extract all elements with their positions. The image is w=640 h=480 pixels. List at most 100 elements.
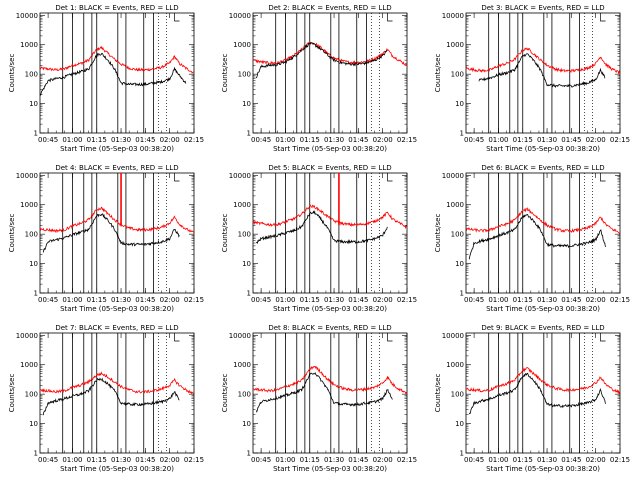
x-tick-label: 02:00 (373, 296, 393, 304)
x-tick-label: 01:45 (135, 456, 155, 464)
events-series-line (255, 372, 393, 413)
chart-panel: Det 6: BLACK = Events, RED = LLD 1 10 100 10… (434, 164, 630, 313)
x-tick-label: 01:45 (135, 296, 155, 304)
x-axis-label: Start Time (05-Sep-03 00:38:20) (486, 305, 600, 313)
x-tick-label: 02:15 (610, 456, 630, 464)
x-tick-label: 01:30 (111, 296, 131, 304)
flag-marker (600, 173, 606, 182)
x-tick-label: 02:00 (586, 456, 606, 464)
x-tick-label: 02:00 (160, 456, 180, 464)
x-axis-label: Start Time (05-Sep-03 00:38:20) (60, 145, 174, 153)
events-series-line (255, 41, 388, 79)
x-tick-label: 00:45 (464, 456, 484, 464)
y-tick-label: 10 (455, 420, 464, 428)
y-tick-label: 1000 (20, 41, 38, 49)
x-tick-label: 02:15 (184, 456, 204, 464)
x-tick-label: 01:15 (513, 296, 533, 304)
events-series-line (42, 377, 180, 416)
x-axis-label: Start Time (05-Sep-03 00:38:20) (273, 145, 387, 153)
chart-panel: Det 9: BLACK = Events, RED = LLD 1 10 100 10… (434, 324, 630, 473)
lld-series-line (39, 371, 195, 395)
x-tick-label: 01:30 (537, 136, 557, 144)
y-axis-label: Counts/sec (221, 214, 229, 253)
events-series-line (255, 210, 388, 245)
chart-panel: Det 8: BLACK = Events, RED = LLD 1 10 100 10… (221, 324, 417, 473)
chart-title: Det 1: BLACK = Events, RED = LLD (55, 4, 178, 12)
x-tick-label: 01:30 (111, 136, 131, 144)
events-series-line (478, 53, 606, 89)
y-tick-label: 10000 (229, 172, 251, 180)
y-tick-label: 100 (451, 71, 464, 79)
y-tick-label: 10000 (442, 12, 464, 20)
x-tick-label: 00:45 (38, 296, 58, 304)
x-tick-label: 01:30 (324, 136, 344, 144)
chart-panel: Det 3: BLACK = Events, RED = LLD 1 10 100 10… (434, 4, 630, 153)
y-tick-label: 1000 (446, 41, 464, 49)
y-tick-label: 1000 (446, 361, 464, 369)
x-tick-label: 02:15 (184, 296, 204, 304)
y-tick-label: 1000 (20, 201, 38, 209)
chart-title: Det 8: BLACK = Events, RED = LLD (268, 324, 391, 332)
x-tick-label: 01:00 (488, 456, 508, 464)
x-tick-label: 01:15 (513, 456, 533, 464)
y-tick-label: 1 (460, 450, 464, 458)
x-tick-label: 01:15 (300, 136, 320, 144)
y-tick-label: 10 (242, 100, 251, 108)
chart-panel: Det 1: BLACK = Events, RED = LLD 1 10 100 10… (8, 4, 204, 153)
y-axis-label: Counts/sec (221, 374, 229, 413)
plot-frame (39, 12, 195, 134)
y-tick-label: 100 (25, 231, 38, 239)
y-tick-label: 100 (451, 231, 464, 239)
y-tick-label: 10000 (442, 332, 464, 340)
chart-panel: Det 2: BLACK = Events, RED = LLD 1 10 100 10… (221, 4, 417, 153)
y-tick-label: 100 (25, 71, 38, 79)
flag-marker (600, 13, 606, 22)
chart-title: Det 6: BLACK = Events, RED = LLD (481, 164, 604, 172)
y-axis-label: Counts/sec (434, 374, 442, 413)
x-tick-label: 01:15 (513, 136, 533, 144)
x-tick-label: 02:15 (397, 296, 417, 304)
plot-frame (465, 332, 621, 454)
y-tick-label: 1 (34, 290, 38, 298)
x-tick-label: 01:00 (488, 296, 508, 304)
x-tick-label: 02:15 (610, 136, 630, 144)
y-tick-label: 100 (238, 71, 251, 79)
lld-series-line (252, 365, 408, 395)
y-axis-label: Counts/sec (221, 54, 229, 93)
y-tick-label: 1000 (446, 201, 464, 209)
plot-frame (252, 172, 408, 294)
flag-marker (387, 333, 393, 342)
x-tick-label: 01:00 (275, 136, 295, 144)
chart-title: Det 7: BLACK = Events, RED = LLD (55, 324, 178, 332)
y-tick-label: 1000 (233, 41, 251, 49)
x-tick-label: 01:15 (87, 456, 107, 464)
y-tick-label: 1000 (233, 201, 251, 209)
x-tick-label: 01:45 (348, 136, 368, 144)
y-tick-label: 10000 (16, 172, 38, 180)
y-tick-label: 100 (451, 391, 464, 399)
x-tick-label: 01:15 (300, 296, 320, 304)
x-tick-label: 02:15 (397, 456, 417, 464)
y-tick-label: 1000 (20, 361, 38, 369)
x-tick-label: 01:45 (561, 456, 581, 464)
flag-marker (387, 13, 393, 22)
y-tick-label: 1 (247, 130, 251, 138)
x-tick-label: 01:30 (537, 296, 557, 304)
x-tick-label: 01:00 (62, 456, 82, 464)
x-tick-label: 02:00 (586, 296, 606, 304)
x-tick-label: 02:00 (373, 136, 393, 144)
x-tick-label: 02:15 (397, 136, 417, 144)
x-tick-label: 01:00 (62, 296, 82, 304)
flag-marker (600, 333, 606, 342)
plot-frame (252, 332, 408, 454)
y-tick-label: 1 (247, 450, 251, 458)
x-tick-label: 00:45 (251, 296, 271, 304)
y-axis-label: Counts/sec (8, 214, 16, 253)
x-tick-label: 00:45 (251, 456, 271, 464)
x-tick-label: 01:15 (300, 456, 320, 464)
y-tick-label: 1 (460, 290, 464, 298)
x-tick-label: 01:45 (135, 136, 155, 144)
y-tick-label: 10 (29, 100, 38, 108)
x-tick-label: 01:15 (87, 296, 107, 304)
x-tick-label: 02:15 (610, 296, 630, 304)
